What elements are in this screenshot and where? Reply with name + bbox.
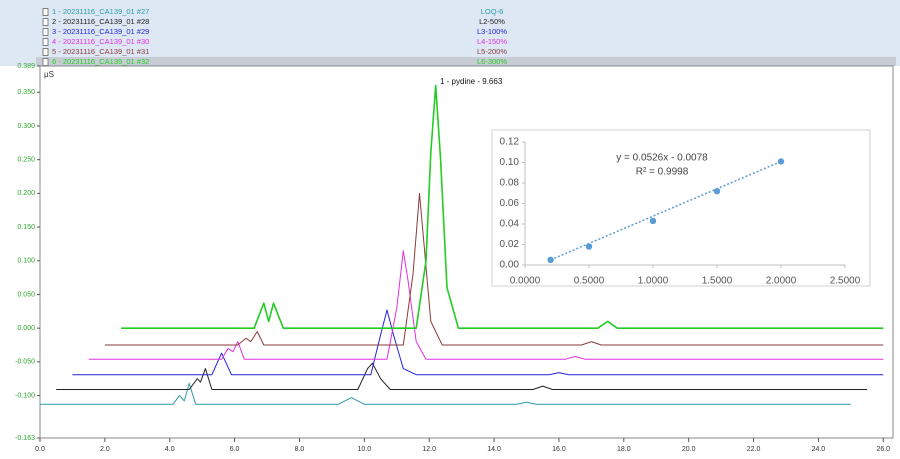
y-tick-label: 0.00 xyxy=(500,260,520,271)
legend-icon xyxy=(42,28,49,36)
legend-name: 6 - 20231116_CA139_01 #32 xyxy=(52,57,149,66)
x-tick-label: 26.0 xyxy=(876,446,890,453)
x-tick-label: 1.5000 xyxy=(702,276,733,287)
x-tick-label: 20.0 xyxy=(682,446,696,453)
legend-name: 2 - 20231116_CA139_01 #28 xyxy=(52,17,149,26)
x-tick-label: 12.0 xyxy=(422,446,436,453)
x-tick-label: 1.0000 xyxy=(638,276,669,287)
y-tick-label: 0.100 xyxy=(17,258,35,265)
legend-name: 4 - 20231116_CA139_01 #30 xyxy=(52,37,149,46)
x-tick-label: 2.0000 xyxy=(766,276,797,287)
trace xyxy=(40,382,851,405)
plot-frame xyxy=(39,65,894,439)
selected-row xyxy=(36,57,896,66)
legend-icon xyxy=(42,58,49,66)
legend-name: 3 - 20231116_CA139_01 #29 xyxy=(52,27,149,36)
y-tick-label: 0.02 xyxy=(500,239,520,250)
x-tick-label: 0.0 xyxy=(35,446,45,453)
r-squared: R² = 0.9998 xyxy=(636,167,689,178)
legend-label: L3-100% xyxy=(477,27,507,36)
y-axis-label: μS xyxy=(44,70,54,79)
legend-label: L5-200% xyxy=(477,47,507,56)
y-tick-label: -0.163 xyxy=(15,435,35,442)
y-tick-label: 0.200 xyxy=(17,190,35,197)
trace xyxy=(56,362,868,390)
legend-label: L2-50% xyxy=(479,17,505,26)
y-tick-label: 0.300 xyxy=(17,123,35,130)
legend: 1 - 20231116_CA139_01 #27 LOQ-6 2 - 202311… xyxy=(42,7,507,66)
x-tick-label: 24.0 xyxy=(812,446,826,453)
peak-annotation: 1 - pydine - 9.663 xyxy=(440,77,503,86)
y-tick-label: -0.100 xyxy=(15,392,35,399)
x-tick-label: 0.0000 xyxy=(510,276,541,287)
x-tick-label: 14.0 xyxy=(487,446,501,453)
x-tick-label: 22.0 xyxy=(747,446,761,453)
legend-label: LOQ-6 xyxy=(481,7,504,16)
x-tick-label: 16.0 xyxy=(552,446,566,453)
legend-icon xyxy=(42,8,49,16)
y-tick-label: 0.04 xyxy=(500,219,520,230)
y-tick-label: 0.350 xyxy=(17,89,35,96)
legend-name: 5 - 20231116_CA139_01 #31 xyxy=(52,47,149,56)
x-tick-label: 18.0 xyxy=(617,446,631,453)
y-tick-label: 0.389 xyxy=(17,63,35,70)
legend-panel xyxy=(0,0,900,66)
y-tick-label: 0.150 xyxy=(17,224,35,231)
x-tick-label: 6.0 xyxy=(230,446,240,453)
legend-icon xyxy=(42,18,49,26)
y-tick-label: 0.10 xyxy=(500,157,520,168)
y-tick-label: 0.08 xyxy=(500,178,520,189)
legend-label: L4-150% xyxy=(477,37,507,46)
y-tick-label: 0.250 xyxy=(17,157,35,164)
point xyxy=(713,188,721,195)
equation: y = 0.0526x - 0.0078 xyxy=(616,153,708,164)
x-tick-label: 10.0 xyxy=(358,446,372,453)
legend-icon xyxy=(42,48,49,56)
point xyxy=(649,217,657,225)
calibration-chart: 0.00 0.02 0.04 0.06 0.08 0.10 0.12 0.0000 0.5000… xyxy=(500,137,861,287)
legend-name: 1 - 20231116_CA139_01 #27 xyxy=(52,7,149,16)
y-tick-label: 0.12 xyxy=(500,137,520,148)
x-tick-label: 2.0 xyxy=(100,446,110,453)
x-tick-label: 8.0 xyxy=(295,446,305,453)
trace xyxy=(88,250,884,360)
trace xyxy=(121,84,884,330)
point xyxy=(777,158,785,165)
x-tick-label: 4.0 xyxy=(165,446,175,453)
y-tick-label: 0.06 xyxy=(500,198,520,209)
x-tick-label: 0.5000 xyxy=(574,276,605,287)
point xyxy=(585,243,593,250)
main-chart: -0.163 -0.100 -0.050 0.000 0.050 0.100 0.150 0.… xyxy=(15,63,890,453)
x-tick-label: 2.5000 xyxy=(830,276,861,287)
legend-icon xyxy=(42,38,49,46)
y-tick-label: 0.000 xyxy=(17,325,35,332)
point xyxy=(547,256,554,264)
y-tick-label: 0.050 xyxy=(17,291,35,298)
y-tick-label: -0.050 xyxy=(15,359,35,366)
legend-label: L6-300% xyxy=(477,57,507,66)
inset-frame xyxy=(491,129,871,287)
trace xyxy=(104,192,884,346)
